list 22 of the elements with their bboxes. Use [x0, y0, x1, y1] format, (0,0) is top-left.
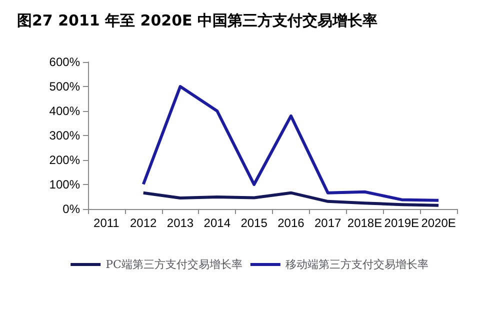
x-tick-label: 2011 [94, 216, 120, 230]
y-tick-label: 200% [49, 153, 80, 167]
x-tick-label: 2013 [166, 216, 194, 230]
y-tick-label: 300% [49, 128, 80, 142]
chart-title: 图27 2011 年至 2020E 中国第三方支付交易增长率 [17, 12, 378, 30]
legend-label: PC端第三方支付交易增长率 [106, 258, 242, 271]
x-tick-label: 2012 [130, 216, 158, 230]
y-tick-label: 500% [49, 80, 80, 94]
y-tick-label: 400% [49, 104, 80, 118]
x-tick-label: 2018E [347, 216, 382, 230]
x-tick-label: 2019E [384, 216, 419, 230]
x-tick-label: 2015 [240, 216, 268, 230]
legend-label: 移动端第三方支付交易增长率 [285, 258, 428, 271]
y-tick-label: 0% [62, 202, 80, 216]
y-tick-label: 600% [49, 55, 80, 69]
line-series [142, 85, 440, 202]
y-tick-label: 100% [49, 178, 80, 192]
x-tick-label: 2017 [314, 216, 342, 230]
x-tick-label: 2016 [278, 216, 305, 230]
line-series [142, 191, 440, 207]
x-tick-label: 2014 [204, 216, 231, 230]
x-tick-label: 2020E [421, 216, 456, 230]
